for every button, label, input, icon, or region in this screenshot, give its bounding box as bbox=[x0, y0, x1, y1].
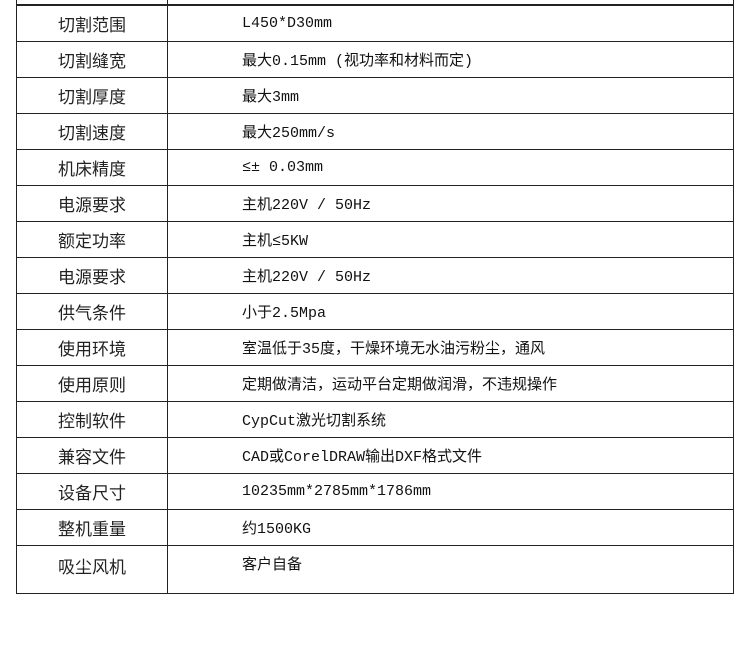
spec-label: 电源要求 bbox=[16, 257, 168, 294]
spec-row: 兼容文件 CAD或CorelDRAW输出DXF格式文件 bbox=[16, 437, 734, 474]
spec-label: 电源要求 bbox=[16, 185, 168, 222]
spec-value: 主机220V / 50Hz bbox=[167, 257, 734, 294]
spec-row: 设备尺寸 10235mm*2785mm*1786mm bbox=[16, 473, 734, 510]
spec-value: 10235mm*2785mm*1786mm bbox=[167, 473, 734, 510]
spec-label: 整机重量 bbox=[16, 509, 168, 546]
spec-label: 切割厚度 bbox=[16, 77, 168, 114]
spec-row: 吸尘风机 客户自备 bbox=[16, 545, 734, 594]
spec-row: 额定功率 主机≤5KW bbox=[16, 221, 734, 258]
spec-value: 最大0.15mm (视功率和材料而定) bbox=[167, 41, 734, 78]
spec-value: CAD或CorelDRAW输出DXF格式文件 bbox=[167, 437, 734, 474]
spec-label: 切割缝宽 bbox=[16, 41, 168, 78]
spec-label: 使用原则 bbox=[16, 365, 168, 402]
spec-value: ≤± 0.03mm bbox=[167, 149, 734, 186]
spec-value: CypCut激光切割系统 bbox=[167, 401, 734, 438]
spec-row: 使用原则 定期做清洁，运动平台定期做润滑，不违规操作 bbox=[16, 365, 734, 402]
spec-row: 电源要求 主机220V / 50Hz bbox=[16, 185, 734, 222]
spec-value: 客户自备 bbox=[167, 545, 734, 594]
spec-label: 切割范围 bbox=[16, 5, 168, 42]
spec-row: 切割速度 最大250mm/s bbox=[16, 113, 734, 150]
spec-row: 切割范围 L450*D30mm bbox=[16, 5, 734, 42]
spec-row: 整机重量 约1500KG bbox=[16, 509, 734, 546]
spec-row: 切割缝宽 最大0.15mm (视功率和材料而定) bbox=[16, 41, 734, 78]
spec-label: 设备尺寸 bbox=[16, 473, 168, 510]
column-divider bbox=[167, 0, 168, 4]
spec-label: 使用环境 bbox=[16, 329, 168, 366]
spec-value: 约1500KG bbox=[167, 509, 734, 546]
spec-value: 主机≤5KW bbox=[167, 221, 734, 258]
spec-label: 供气条件 bbox=[16, 293, 168, 330]
spec-label: 额定功率 bbox=[16, 221, 168, 258]
spec-value: 最大250mm/s bbox=[167, 113, 734, 150]
spec-value: 定期做清洁，运动平台定期做润滑，不违规操作 bbox=[167, 365, 734, 402]
spec-label: 吸尘风机 bbox=[16, 545, 168, 594]
spec-row: 使用环境 室温低于35度，干燥环境无水油污粉尘，通风 bbox=[16, 329, 734, 366]
spec-row: 电源要求 主机220V / 50Hz bbox=[16, 257, 734, 294]
spec-row: 机床精度 ≤± 0.03mm bbox=[16, 149, 734, 186]
spec-row: 供气条件 小于2.5Mpa bbox=[16, 293, 734, 330]
spec-value: L450*D30mm bbox=[167, 5, 734, 42]
spec-value: 最大3mm bbox=[167, 77, 734, 114]
spec-label: 兼容文件 bbox=[16, 437, 168, 474]
previous-row-stub bbox=[16, 0, 734, 5]
spec-label: 控制软件 bbox=[16, 401, 168, 438]
spec-value: 主机220V / 50Hz bbox=[167, 185, 734, 222]
spec-row: 控制软件 CypCut激光切割系统 bbox=[16, 401, 734, 438]
spec-label: 切割速度 bbox=[16, 113, 168, 150]
spec-value: 小于2.5Mpa bbox=[167, 293, 734, 330]
spec-row: 切割厚度 最大3mm bbox=[16, 77, 734, 114]
spec-value: 室温低于35度，干燥环境无水油污粉尘，通风 bbox=[167, 329, 734, 366]
spec-label: 机床精度 bbox=[16, 149, 168, 186]
spec-table: 切割范围 L450*D30mm 切割缝宽 最大0.15mm (视功率和材料而定) 切割厚… bbox=[16, 5, 734, 594]
